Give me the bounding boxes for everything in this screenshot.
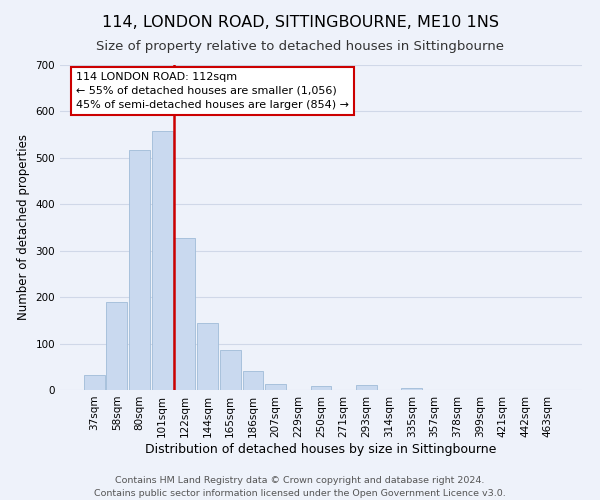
Bar [401,388,422,390]
Bar [311,386,331,390]
Bar [84,375,104,390]
Text: 114 LONDON ROAD: 112sqm
← 55% of detached houses are smaller (1,056)
45% of semi: 114 LONDON ROAD: 112sqm ← 55% of detache… [76,72,349,110]
Bar [152,131,173,390]
Bar [197,322,218,390]
Bar [220,350,241,390]
Text: Size of property relative to detached houses in Sittingbourne: Size of property relative to detached ho… [96,40,504,53]
Y-axis label: Number of detached properties: Number of detached properties [17,134,30,320]
Bar [265,384,286,390]
Text: 114, LONDON ROAD, SITTINGBOURNE, ME10 1NS: 114, LONDON ROAD, SITTINGBOURNE, ME10 1N… [101,15,499,30]
X-axis label: Distribution of detached houses by size in Sittingbourne: Distribution of detached houses by size … [145,442,497,456]
Bar [356,386,377,390]
Bar [106,302,127,390]
Bar [242,372,263,390]
Bar [175,238,196,390]
Text: Contains HM Land Registry data © Crown copyright and database right 2024.
Contai: Contains HM Land Registry data © Crown c… [94,476,506,498]
Bar [129,150,150,390]
